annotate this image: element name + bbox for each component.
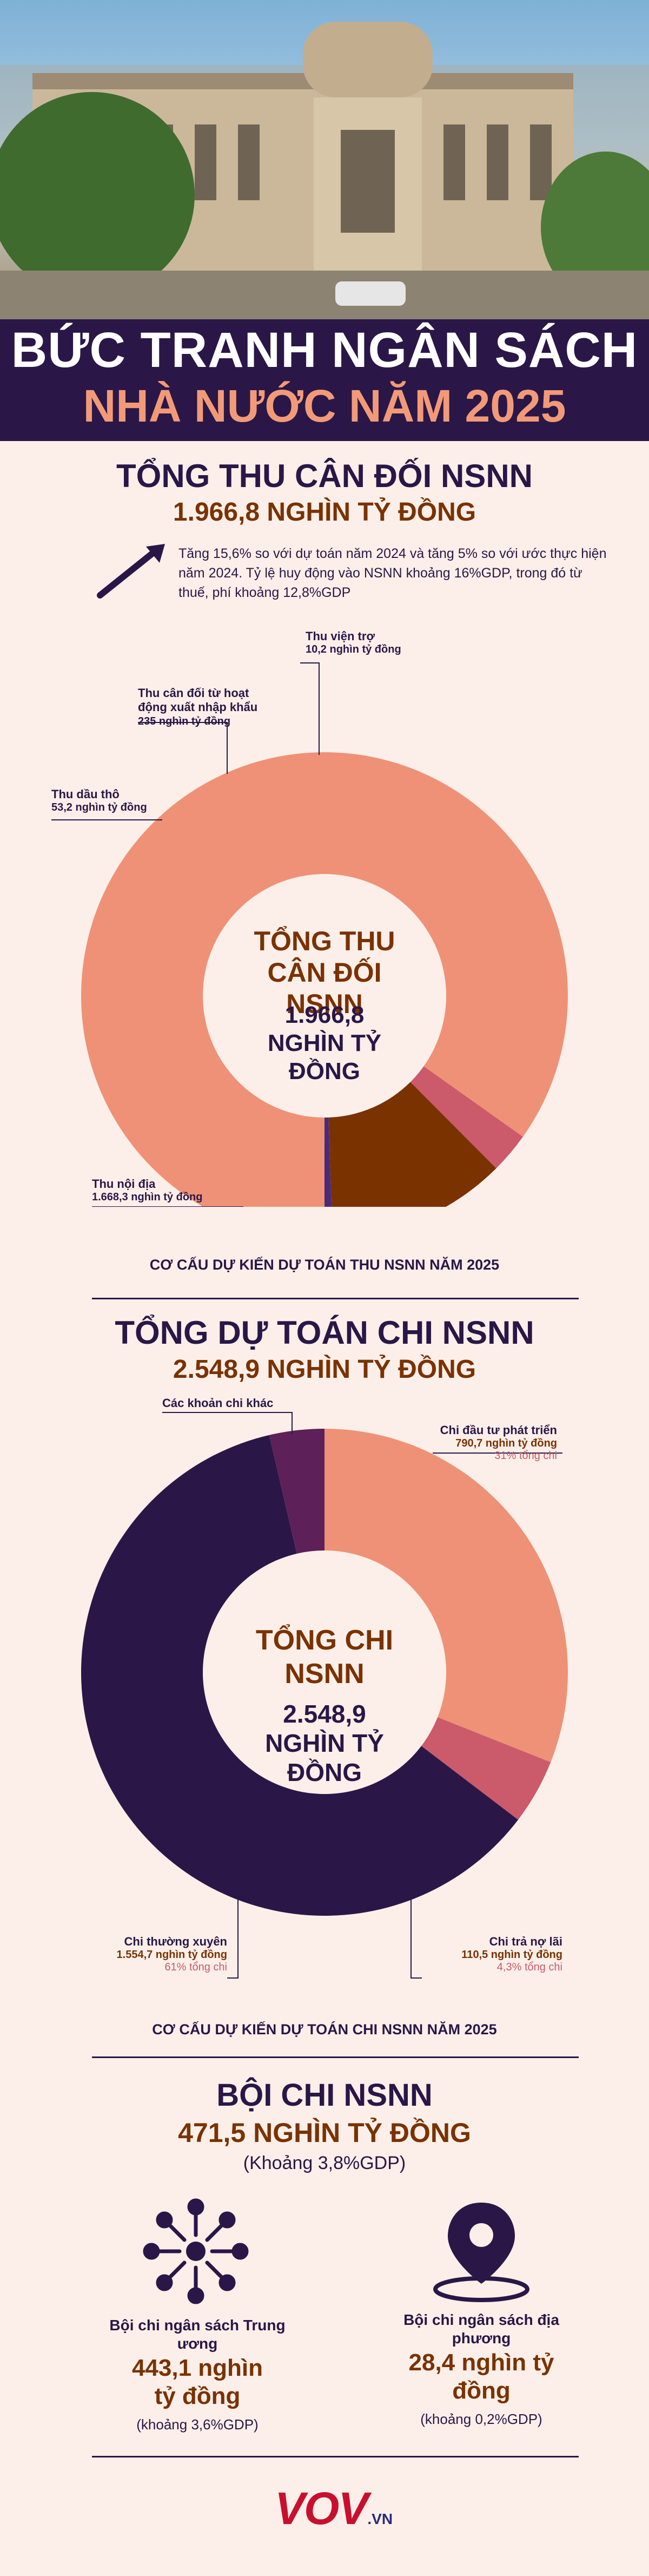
spending-caption: CƠ CẤU DỰ KIẾN DỰ TOÁN CHI NSNN NĂM 2025 [152, 2021, 497, 2038]
divider-1 [92, 1298, 579, 1299]
spending-slice-2 [81, 1435, 519, 1916]
spending-center-title: TỔNG CHI NSNN [255, 1625, 394, 1690]
revenue-slice-2 [328, 1082, 496, 1207]
logo-text: VOV [275, 2483, 368, 2534]
state-bank-building-illustration [0, 22, 649, 319]
deficit-value: 471,5 NGHÌN TỶ ĐỒNG [178, 2118, 471, 2148]
vov-logo: VOV.VN [275, 2481, 415, 2541]
label-chi-dau-tu-name: Chi đầu tư phát triển [440, 1423, 557, 1437]
label-thu-dau-tho: Thu dầu thô 53,2 nghìn tỷ đồng [51, 787, 147, 814]
label-thu-xnk: Thu cân đối từ hoạt động xuất nhập khẩu … [138, 686, 268, 728]
label-chi-dau-tu-value: 790,7 nghìn tỷ đồng [455, 1437, 557, 1449]
revenue-note: Tăng 15,6% so với dự toán năm 2024 và tă… [178, 546, 607, 600]
label-thu-noi-dia-value: 1.668,3 nghìn tỷ đồng [92, 1191, 203, 1203]
location-pin-icon [433, 2203, 529, 2302]
divider-2 [92, 2056, 579, 2058]
label-thu-dau-tho-name: Thu dầu thô [51, 787, 120, 801]
spending-slice-0 [325, 1429, 568, 1763]
divider-3 [92, 2456, 579, 2457]
label-chi-dau-tu-pct: 31% tổng chi [494, 1450, 557, 1462]
deficit-central-pct: (khoảng 3,6%GDP) [136, 2416, 259, 2433]
page-title-line1: BỨC TRANH NGÂN SÁCH [11, 323, 638, 378]
revenue-caption: CƠ CẤU DỰ KIẾN DỰ TOÁN THU NSNN NĂM 2025 [149, 1257, 500, 1273]
label-thu-noi-dia: Thu nội địa 1.668,3 nghìn tỷ đồng [92, 1177, 202, 1204]
revenue-heading: TỔNG THU CÂN ĐỐI NSNN [116, 458, 533, 494]
page-title-line2: NHÀ NƯỚC NĂM 2025 [83, 380, 566, 431]
spending-heading: TỔNG DỰ TOÁN CHI NSNN [115, 1315, 534, 1351]
deficit-central-label: Bội chi ngân sách Trung ương [109, 2317, 286, 2352]
leader-chi-thuong-xuyen [227, 1883, 239, 1979]
deficit-local-pct: (khoảng 0,2%GDP) [420, 2411, 542, 2427]
revenue-slice-1 [410, 1066, 523, 1168]
label-chi-dau-tu: Chi đầu tư phát triển 790,7 nghìn tỷ đồn… [416, 1423, 557, 1462]
revenue-donut-chart [51, 662, 568, 1207]
label-chi-tra-no-lai: Chi trả nợ lãi 110,5 nghìn tỷ đồng 4,3% … [422, 1935, 562, 1974]
spending-slice-3 [269, 1429, 325, 1554]
revenue-slice-3 [325, 1117, 332, 1207]
leader-thu-xnk [138, 722, 228, 774]
label-chi-thuong-xuyen-pct: 61% tổng chi [164, 1961, 227, 1973]
trend-up-arrow-icon [97, 544, 165, 599]
label-thu-vien-tro-value: 10,2 nghìn tỷ đồng [306, 643, 401, 655]
label-chi-thuong-xuyen-name: Chi thường xuyên [124, 1935, 227, 1948]
spending-slice-1 [421, 1717, 551, 1820]
leader-chi-khac [162, 1412, 293, 1434]
spending-donut-chart [81, 1412, 568, 1979]
spending-subheading: 2.548,9 NGHÌN TỶ ĐỒNG [173, 1355, 476, 1384]
revenue-subheading: 1.966,8 NGHÌN TỶ ĐỒNG [173, 498, 476, 527]
revenue-center-value: 1.966,8 NGHÌN TỶ ĐỒNG [267, 1002, 382, 1085]
deficit-heading: BỘI CHI NSNN [216, 2078, 433, 2113]
deficit-central-value: 443,1 nghìn tỷ đồng [131, 2355, 263, 2409]
leader-chi-tra-no [410, 1851, 422, 1979]
label-thu-noi-dia-name: Thu nội địa [92, 1177, 156, 1191]
deficit-local-label: Bội chi ngân sách địa phương [403, 2311, 559, 2347]
label-thu-vien-tro: Thu viện trợ 10,2 nghìn tỷ đồng [306, 629, 401, 656]
leader-thu-vien-tro [300, 662, 320, 755]
label-chi-thuong-xuyen: Chi thường xuyên 1.554,7 nghìn tỷ đồng 6… [76, 1935, 227, 1974]
hero-photo [0, 0, 649, 319]
logo-suffix: .VN [367, 2511, 393, 2527]
label-thu-xnk-value: 235 nghìn tỷ đồng [138, 715, 231, 727]
revenue-center-title: TỔNG THU CÂN ĐỐI NSNN [254, 926, 395, 1019]
title-band [0, 319, 649, 441]
network-hub-icon [143, 2198, 249, 2304]
label-chi-tra-no-lai-value: 110,5 nghìn tỷ đồng [461, 1949, 562, 1961]
label-thu-dau-tho-value: 53,2 nghìn tỷ đồng [51, 801, 147, 813]
label-thu-vien-tro-name: Thu viện trợ [306, 629, 375, 643]
label-chi-thuong-xuyen-value: 1.554,7 nghìn tỷ đồng [116, 1949, 227, 1961]
label-chi-tra-no-lai-pct: 4,3% tổng chi [496, 1961, 562, 1973]
deficit-local-value: 28,4 nghìn tỷ đồng [408, 2349, 554, 2404]
spending-center-value: 2.548,9 NGHÌN TỶ ĐỒNG [265, 1700, 384, 1786]
revenue-slice-0 [81, 752, 568, 1207]
deficit-pct: (Khoảng 3,8%GDP) [243, 2153, 406, 2173]
label-thu-xnk-name: Thu cân đối từ hoạt động xuất nhập khẩu [138, 686, 258, 714]
label-chi-tra-no-lai-name: Chi trả nợ lãi [489, 1935, 562, 1948]
label-cac-khoan-chi-khac: Các khoản chi khác [162, 1396, 274, 1410]
